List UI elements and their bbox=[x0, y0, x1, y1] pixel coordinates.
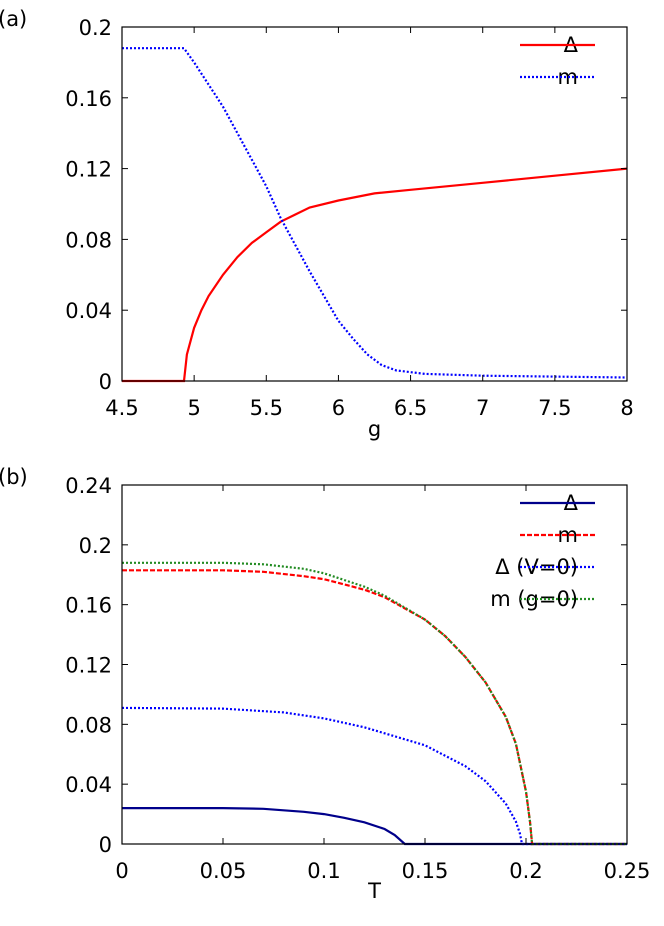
x-tick-label: 4.5 bbox=[105, 396, 138, 420]
x-tick-label: 0.2 bbox=[509, 859, 542, 883]
panel-b: (b)ΔmΔ (V=0)m (g=0)0 0.05 0.1 0.15 0.2 0.2500… bbox=[0, 465, 650, 903]
x-tick-label: 6.5 bbox=[394, 396, 427, 420]
x-tick-label: 5.5 bbox=[250, 396, 283, 420]
panel-label: (a) bbox=[0, 7, 27, 31]
series-line-0 bbox=[122, 167, 628, 383]
panel-a: (a)Δm4.5 5 5.5 6 6.5 7 7.5 800.040.080.120.160.… bbox=[0, 7, 634, 441]
series-line-2 bbox=[121, 706, 627, 846]
x-tick-label: 0.25 bbox=[604, 859, 651, 883]
x-tick-label: 0.1 bbox=[307, 859, 340, 883]
x-tick-label: 0.15 bbox=[402, 859, 449, 883]
y-tick-label: 0.16 bbox=[65, 594, 112, 618]
y-tick-label: 0 bbox=[99, 370, 112, 394]
y-tick-label: 0.24 bbox=[65, 474, 112, 498]
series-line-1 bbox=[122, 47, 628, 379]
y-tick-label: 0.16 bbox=[65, 87, 112, 111]
panel-label: (b) bbox=[0, 465, 28, 489]
x-axis-label: g bbox=[368, 417, 381, 441]
series-line-0 bbox=[122, 806, 627, 846]
y-tick-label: 0.12 bbox=[65, 654, 112, 678]
y-tick-label: 0.08 bbox=[65, 713, 112, 737]
y-tick-label: 0.2 bbox=[79, 16, 112, 40]
y-tick-label: 0.12 bbox=[65, 158, 112, 182]
y-tick-label: 0.04 bbox=[65, 299, 112, 323]
legend-label: m (g=0) bbox=[490, 587, 578, 611]
x-tick-label: 7 bbox=[476, 396, 489, 420]
y-tick-label: 0 bbox=[99, 833, 112, 857]
series-line-3 bbox=[122, 561, 627, 846]
x-tick-label: 5 bbox=[187, 396, 200, 420]
x-tick-label: 0 bbox=[115, 859, 128, 883]
plot-frame bbox=[121, 26, 628, 382]
x-axis-label: T bbox=[367, 879, 381, 903]
y-tick-label: 0.08 bbox=[65, 228, 112, 252]
y-tick-label: 0.2 bbox=[79, 534, 112, 558]
x-tick-label: 7.5 bbox=[538, 396, 571, 420]
x-tick-label: 0.05 bbox=[200, 859, 247, 883]
x-tick-label: 6 bbox=[332, 396, 345, 420]
legend-label: m bbox=[558, 65, 578, 89]
legend-label: m bbox=[558, 523, 578, 547]
x-tick-label: 8 bbox=[620, 396, 633, 420]
series-line-1 bbox=[122, 569, 627, 846]
y-tick-label: 0.04 bbox=[65, 773, 112, 797]
plot-frame bbox=[121, 484, 628, 845]
